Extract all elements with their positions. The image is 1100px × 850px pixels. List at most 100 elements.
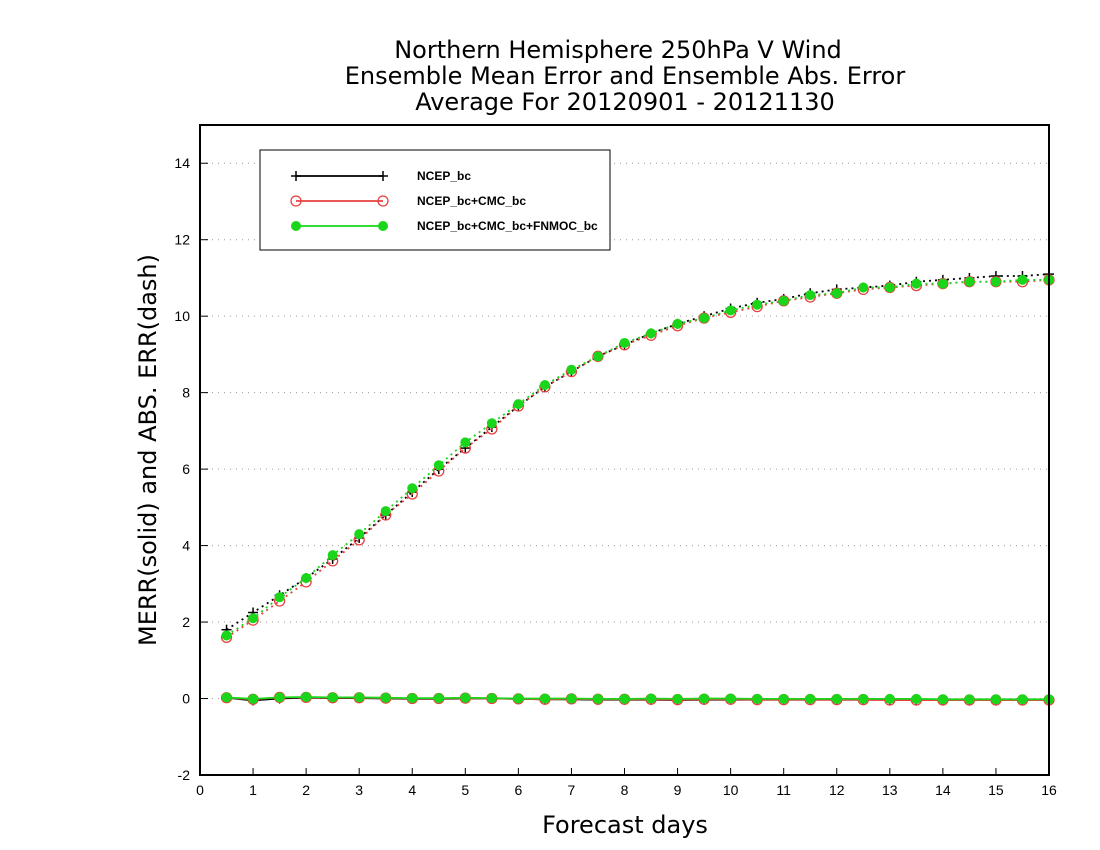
- abs-err-point: [407, 483, 418, 494]
- abs-err-point: [884, 282, 895, 293]
- abs-err-point: [619, 337, 630, 348]
- abs-err-point: [301, 573, 312, 584]
- y-tick-label: 4: [182, 538, 190, 554]
- x-tick-label: 6: [514, 782, 522, 798]
- y-tick-label: 6: [182, 461, 190, 477]
- legend-item-0: NCEP_bc: [291, 169, 471, 183]
- merr-point: [911, 693, 922, 704]
- y-tick-label: 8: [182, 385, 190, 401]
- x-axis-label: Forecast days: [542, 811, 708, 839]
- abs-err-point: [990, 276, 1001, 287]
- x-axis: 0 1 2 3 4 5 6 7 8 9 10 11 12 13 14 15 16: [196, 768, 1057, 798]
- series-layer: [220, 269, 1055, 706]
- merr-point: [221, 692, 232, 703]
- merr-point: [725, 693, 736, 704]
- abs-err-point: [1017, 274, 1028, 285]
- abs-err-point: [486, 418, 497, 429]
- abs-err-point: [460, 437, 471, 448]
- abs-err-point: [248, 613, 259, 624]
- merr-point: [248, 693, 259, 704]
- merr-point: [699, 693, 710, 704]
- y-tick-label: 14: [174, 155, 190, 171]
- merr-point: [646, 693, 657, 704]
- legend: NCEP_bc NCEP_bc+CMC_bc NCEP_bc+CMC_bc+FNMO…: [259, 149, 611, 251]
- merr-point: [805, 693, 816, 704]
- series-1: [220, 274, 1055, 706]
- merr-point: [407, 693, 418, 704]
- chart-title-line-1: Northern Hemisphere 250hPa V Wind: [394, 36, 842, 64]
- y-tick-label: 2: [182, 614, 190, 630]
- merr-point: [672, 693, 683, 704]
- merr-point: [327, 692, 338, 703]
- abs-err-line: [226, 273, 1050, 631]
- abs-err-point: [592, 351, 603, 362]
- merr-point: [354, 692, 365, 703]
- abs-err-point: [221, 630, 232, 641]
- abs-err-point: [433, 460, 444, 471]
- chart-title-line-2: Ensemble Mean Error and Ensemble Abs. Er…: [345, 62, 906, 90]
- abs-err-point: [646, 328, 657, 339]
- x-tick-label: 9: [674, 782, 682, 798]
- merr-point: [486, 693, 497, 704]
- x-tick-label: 7: [568, 782, 576, 798]
- abs-err-point: [539, 380, 550, 390]
- merr-point: [619, 693, 630, 704]
- abs-err-point: [327, 550, 338, 561]
- series-2: [221, 274, 1054, 705]
- merr-point: [964, 694, 975, 705]
- legend-marker: [377, 195, 389, 207]
- x-tick-label: 12: [829, 782, 845, 798]
- legend-marker: [378, 171, 388, 181]
- x-tick-label: 4: [408, 782, 416, 798]
- merr-point: [1017, 694, 1028, 705]
- y-axis: -2 0 2 4 6 8 10 12 14: [174, 155, 208, 783]
- x-tick-label: 15: [988, 782, 1004, 798]
- legend-item-2: NCEP_bc+CMC_bc+FNMOC_bc: [291, 219, 598, 233]
- abs-err-point: [699, 313, 710, 324]
- abs-err-point: [725, 305, 736, 316]
- x-tick-label: 0: [196, 782, 204, 798]
- merr-point: [566, 693, 577, 704]
- abs-err-point: [380, 506, 391, 517]
- x-tick-label: 10: [723, 782, 739, 798]
- legend-label: NCEP_bc+CMC_bc: [417, 194, 526, 208]
- merr-point: [301, 692, 312, 702]
- y-tick-label: 12: [174, 232, 190, 248]
- abs-err-point: [778, 295, 789, 306]
- x-tick-label: 3: [355, 782, 363, 798]
- abs-err-line: [226, 278, 1050, 639]
- y-tick-label: 0: [182, 691, 190, 707]
- merr-point: [831, 693, 842, 704]
- merr-point: [539, 693, 550, 704]
- abs-err-point: [513, 399, 524, 410]
- legend-marker: [291, 221, 301, 231]
- legend-marker: [290, 195, 302, 207]
- legend-label: NCEP_bc+CMC_bc+FNMOC_bc: [417, 219, 598, 233]
- chart-title-line-3: Average For 20120901 - 20121130: [415, 88, 835, 116]
- legend-marker: [291, 171, 301, 181]
- legend-marker: [378, 221, 388, 231]
- x-tick-label: 11: [776, 782, 791, 798]
- x-tick-label: 16: [1041, 782, 1057, 798]
- x-tick-label: 1: [249, 782, 257, 798]
- merr-point: [513, 693, 524, 704]
- merr-point: [778, 693, 789, 704]
- abs-err-point: [964, 276, 975, 287]
- merr-point: [592, 693, 603, 704]
- merr-point: [433, 693, 444, 704]
- x-tick-label: 14: [935, 782, 951, 798]
- merr-point: [460, 692, 471, 703]
- abs-err-point: [566, 364, 577, 375]
- x-tick-label: 13: [882, 782, 898, 798]
- legend-label: NCEP_bc: [417, 169, 471, 183]
- abs-err-point: [831, 288, 842, 299]
- abs-err-point: [672, 318, 683, 329]
- y-tick-label: 10: [174, 308, 190, 324]
- abs-err-point: [937, 278, 948, 289]
- x-tick-label: 2: [302, 782, 310, 798]
- merr-point: [858, 693, 869, 704]
- merr-point: [274, 692, 285, 703]
- merr-point: [380, 692, 391, 703]
- abs-err-point: [858, 282, 869, 293]
